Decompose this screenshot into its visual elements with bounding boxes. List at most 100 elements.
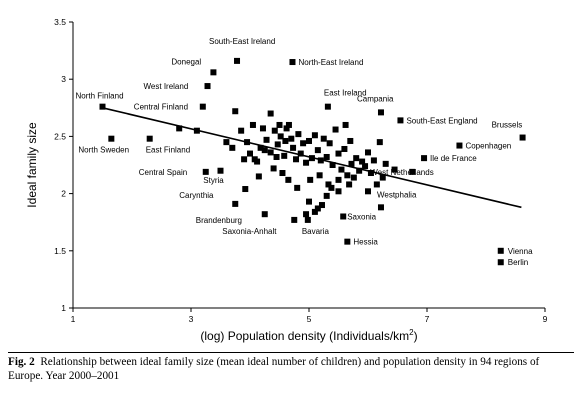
data-point-labeled — [397, 117, 404, 124]
data-point-labeled — [344, 238, 351, 245]
data-point — [350, 174, 357, 181]
data-point — [335, 150, 342, 157]
point-label: South-East England — [406, 116, 477, 125]
point-label: East Ireland — [324, 89, 367, 98]
x-axis-label-main: (log) Population density (Individuals/km — [200, 329, 409, 343]
data-point-labeled — [210, 69, 217, 76]
data-point-labeled — [204, 83, 211, 90]
data-point — [273, 153, 280, 160]
data-point-labeled — [497, 259, 504, 266]
data-point — [271, 127, 278, 134]
point-label: Vienna — [508, 247, 533, 256]
data-point — [279, 170, 286, 177]
point-label: Central Finland — [134, 103, 188, 112]
data-point — [176, 125, 183, 132]
data-point — [285, 176, 292, 183]
data-point-labeled — [202, 168, 209, 175]
data-point — [318, 202, 325, 209]
data-point-labeled — [456, 142, 463, 149]
data-point — [290, 144, 297, 151]
data-point — [338, 166, 345, 173]
x-tick-label: 3 — [189, 314, 194, 324]
data-point — [346, 181, 353, 188]
data-point — [238, 127, 245, 134]
data-point — [303, 159, 310, 166]
point-label: Central Spain — [139, 168, 187, 177]
data-point — [348, 160, 355, 167]
x-tick-label: 7 — [425, 314, 430, 324]
data-point-labeled — [232, 200, 239, 207]
data-point — [308, 155, 315, 162]
data-point — [254, 158, 261, 165]
data-point — [306, 137, 312, 144]
data-point — [288, 135, 295, 142]
data-point-labeled — [409, 168, 416, 175]
data-point — [370, 157, 377, 164]
data-point — [320, 135, 327, 142]
data-point — [344, 172, 351, 179]
point-label: Hessia — [353, 238, 378, 247]
data-point — [329, 162, 336, 168]
data-point — [356, 167, 363, 174]
data-point — [342, 121, 349, 128]
data-point-labeled — [146, 135, 153, 142]
data-point — [359, 158, 366, 165]
point-label: North Finland — [76, 92, 124, 101]
data-point — [232, 108, 239, 115]
data-point — [267, 149, 274, 156]
data-point — [294, 184, 301, 191]
axes: 1 1.5 2 2.5 3 3.5 1 3 5 7 9 — [54, 17, 547, 324]
point-label: Carynthia — [179, 191, 214, 200]
data-point — [314, 147, 321, 154]
scatter-chart: 1 1.5 2 2.5 3 3.5 1 3 5 7 9 South-East Ireland Nort… — [25, 17, 548, 343]
data-point — [282, 137, 289, 144]
data-point-labeled — [377, 109, 384, 116]
data-point — [314, 205, 321, 212]
caption-rule — [8, 352, 574, 353]
data-point — [367, 170, 374, 177]
x-axis-label: (log) Population density (Individuals/km… — [200, 328, 417, 343]
data-point — [223, 139, 230, 146]
point-label: Ile de France — [430, 154, 477, 163]
points-group — [99, 57, 526, 266]
data-point-labeled — [199, 103, 206, 110]
data-point — [303, 211, 310, 218]
data-point — [300, 140, 307, 147]
caption-fig-label: Fig. 2 — [8, 356, 35, 368]
y-tick-label: 3 — [61, 74, 66, 84]
data-point — [259, 125, 266, 132]
data-point — [283, 125, 290, 132]
data-point — [276, 121, 283, 128]
data-point — [297, 150, 304, 157]
y-tick-label: 1 — [61, 303, 66, 313]
data-point — [365, 149, 371, 156]
data-point — [317, 157, 324, 164]
data-point — [244, 139, 251, 146]
data-point — [270, 165, 277, 172]
data-point — [311, 208, 318, 215]
data-point — [229, 144, 236, 151]
point-label: Donegal — [171, 57, 201, 66]
data-point — [326, 140, 333, 147]
y-tick-label: 3.5 — [54, 17, 66, 27]
y-tick-label: 2.5 — [54, 131, 66, 141]
point-label: Bavaria — [302, 227, 330, 236]
data-point — [335, 176, 342, 183]
data-point-labeled — [108, 135, 115, 142]
data-point — [261, 147, 268, 154]
data-point — [281, 152, 288, 159]
data-point — [255, 173, 262, 180]
data-point-labeled — [99, 103, 106, 110]
data-point — [247, 150, 253, 157]
data-point — [274, 141, 281, 148]
data-point — [376, 139, 383, 146]
point-label: East Finland — [146, 146, 190, 155]
point-label: South-East Ireland — [209, 37, 275, 46]
figure-caption: Fig. 2 Relationship between ideal family… — [8, 355, 574, 383]
data-point — [347, 137, 354, 144]
x-axis-label-superscript: 2 — [409, 328, 414, 337]
data-point-labeled — [340, 213, 347, 220]
point-label: Westphalia — [377, 190, 417, 199]
data-point — [249, 121, 256, 128]
data-point — [307, 176, 314, 183]
